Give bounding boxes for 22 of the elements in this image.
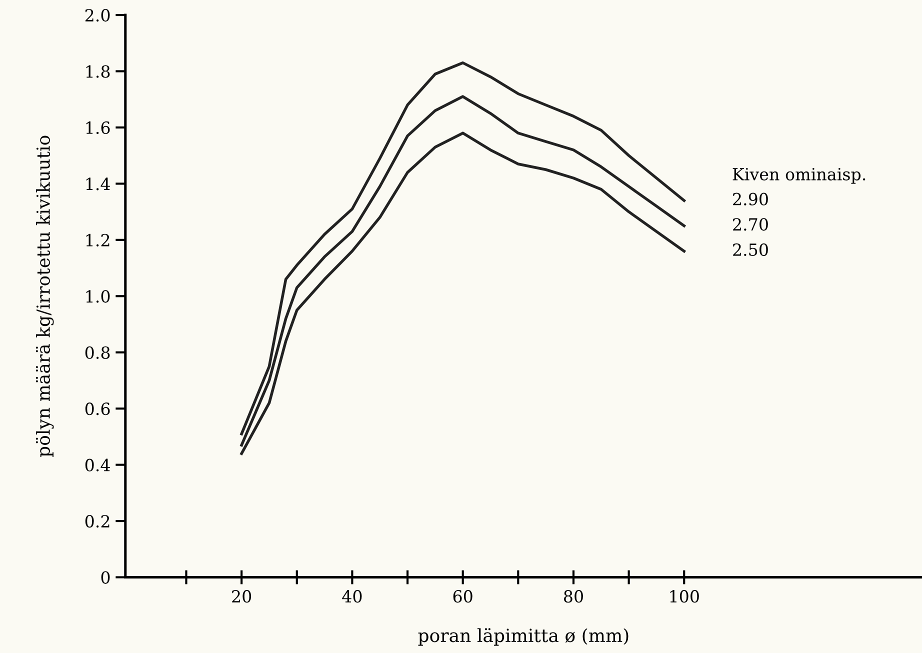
legend-title: Kiven ominaisp. bbox=[732, 168, 866, 184]
x-axis-title: poran läpimitta ø (mm) bbox=[418, 628, 628, 646]
y-tick-label: 1.8 bbox=[86, 65, 110, 78]
y-tick-label: 1.6 bbox=[86, 121, 110, 134]
x-tick-label: 80 bbox=[564, 590, 583, 603]
y-tick-label: 1.0 bbox=[86, 290, 110, 303]
y-tick-label: 0.2 bbox=[85, 514, 110, 528]
x-tick-label: 100 bbox=[670, 590, 699, 603]
x-tick-label: 40 bbox=[342, 590, 362, 603]
y-tick-label: 0 bbox=[101, 571, 110, 584]
y-axis-title: pölyn määrä kg/irrotettu kivikuutio bbox=[36, 136, 54, 457]
y-tick-label: 2.0 bbox=[85, 8, 110, 22]
y-tick-label: 0.8 bbox=[85, 346, 110, 359]
text: 2.50 bbox=[733, 243, 768, 256]
y-tick-label: 1.2 bbox=[86, 234, 110, 246]
x-tick-label: 20 bbox=[232, 590, 252, 603]
y-tick-label: 0.6 bbox=[85, 402, 110, 416]
text: 2.90 bbox=[733, 192, 768, 206]
x-tick-label: 60 bbox=[453, 590, 472, 603]
text: 2.70 bbox=[733, 218, 768, 231]
y-tick-label: 1.4 bbox=[86, 178, 110, 190]
y-tick-label: 0.4 bbox=[85, 458, 110, 472]
